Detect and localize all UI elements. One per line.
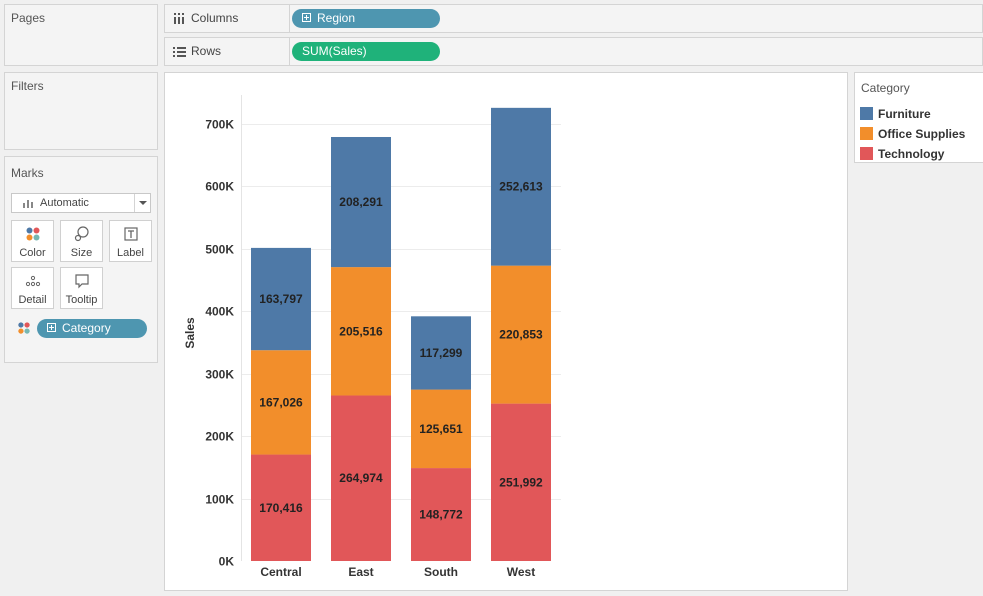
bar-segment[interactable] [491,265,551,404]
x-tick-label: East [348,565,373,579]
label-icon [124,227,138,241]
tooltip-icon [75,274,89,289]
category-pill-label: Category [62,321,111,335]
color-button-label: Color [19,247,46,259]
sum-sales-pill[interactable]: SUM(Sales) [292,42,440,61]
size-icon [74,226,89,242]
bar-segment[interactable] [331,267,391,396]
filters-title: Filters [11,79,44,93]
y-tick-label: 300K [205,368,234,382]
bar-value-label: 167,026 [259,395,303,409]
bar-value-label: 117,299 [420,346,463,360]
columns-shelf[interactable]: Columns Region [164,4,983,33]
size-button-label: Size [70,247,93,259]
bar-value-label: 163,797 [259,292,303,306]
bar-value-label: 125,651 [419,422,463,436]
bar-segment[interactable] [411,468,471,561]
x-tick-label: South [424,565,458,579]
detail-icon [25,275,41,287]
bar-value-label: 251,992 [499,475,543,489]
legend-swatch [860,107,873,120]
color-dots-icon [18,322,30,334]
bar-segment[interactable] [491,107,551,266]
tooltip-button-label: Tooltip [65,294,98,306]
bar-value-label: 170,416 [259,501,303,515]
size-button[interactable]: Size [60,220,103,262]
chart-view[interactable]: 0K 100K 200K 300K 400K 500K 600K 700K Sales 170,4… [164,72,848,591]
marks-card: Marks Automatic Color Size Label Detail [4,156,158,363]
columns-shelf-label: Columns [165,5,290,32]
category-legend: Category Furniture Office Supplies Techn… [854,72,983,163]
x-tick-label: West [507,565,535,579]
y-tick-label: 100K [205,493,234,507]
rows-shelf[interactable]: Rows SUM(Sales) [164,37,983,66]
bar-value-label: 205,516 [339,324,383,338]
bar-segment[interactable] [251,454,311,561]
bar-value-label: 220,853 [499,328,543,342]
bar-segment[interactable] [411,316,471,390]
y-axis-title: Sales [183,317,197,349]
y-tick-label: 600K [205,180,234,194]
region-pill-label: Region [317,11,356,25]
detail-button[interactable]: Detail [11,267,54,309]
bar-segment[interactable] [251,350,311,455]
expand-plus-icon[interactable] [302,13,311,22]
bar-segment[interactable] [331,136,391,268]
expand-plus-icon[interactable] [47,323,56,332]
columns-label: Columns [191,11,239,25]
bar-segment[interactable] [251,247,311,351]
bar-value-label: 148,772 [419,508,463,522]
filters-shelf[interactable]: Filters [4,72,158,150]
y-tick-label: 0K [219,555,235,569]
stacked-bar-chart[interactable]: 0K 100K 200K 300K 400K 500K 600K 700K Sales 170,4… [165,73,847,590]
pages-shelf[interactable]: Pages [4,4,158,66]
bar-value-label: 208,291 [339,195,383,209]
y-tick-label: 700K [205,118,234,132]
x-tick-label: Central [260,565,301,579]
bar-segment[interactable] [411,389,471,469]
pages-title: Pages [11,11,46,25]
rows-icon [173,47,186,57]
region-pill[interactable]: Region [292,9,440,28]
legend-title: Category [861,81,910,95]
legend-swatch [860,147,873,160]
rows-label: Rows [191,44,222,58]
color-button[interactable]: Color [11,220,54,262]
legend-label: Technology [878,147,945,161]
detail-button-label: Detail [18,294,47,306]
sum-sales-pill-label: SUM(Sales) [302,44,367,58]
y-tick-label: 500K [205,243,234,257]
tooltip-button[interactable]: Tooltip [60,267,103,309]
bar-segment[interactable] [491,403,551,561]
y-tick-label: 400K [205,305,234,319]
y-tick-label: 200K [205,430,234,444]
label-button-label: Label [117,247,144,259]
marks-title: Marks [11,166,44,180]
label-button[interactable]: Label [109,220,152,262]
mark-type-value: Automatic [40,197,89,209]
legend-label: Office Supplies [878,127,966,141]
columns-icon [174,13,184,24]
bar-value-label: 252,613 [499,180,543,194]
color-dots-icon [26,227,40,241]
rows-shelf-label: Rows [165,38,290,65]
bar-value-label: 264,974 [339,471,383,485]
chevron-down-icon[interactable] [134,194,150,212]
category-color-pill[interactable]: Category [37,319,147,338]
mark-type-dropdown[interactable]: Automatic [11,193,151,213]
bar-chart-icon [23,200,33,208]
bar-segment[interactable] [331,395,391,561]
legend-label: Furniture [878,107,931,121]
legend-swatch [860,127,873,140]
